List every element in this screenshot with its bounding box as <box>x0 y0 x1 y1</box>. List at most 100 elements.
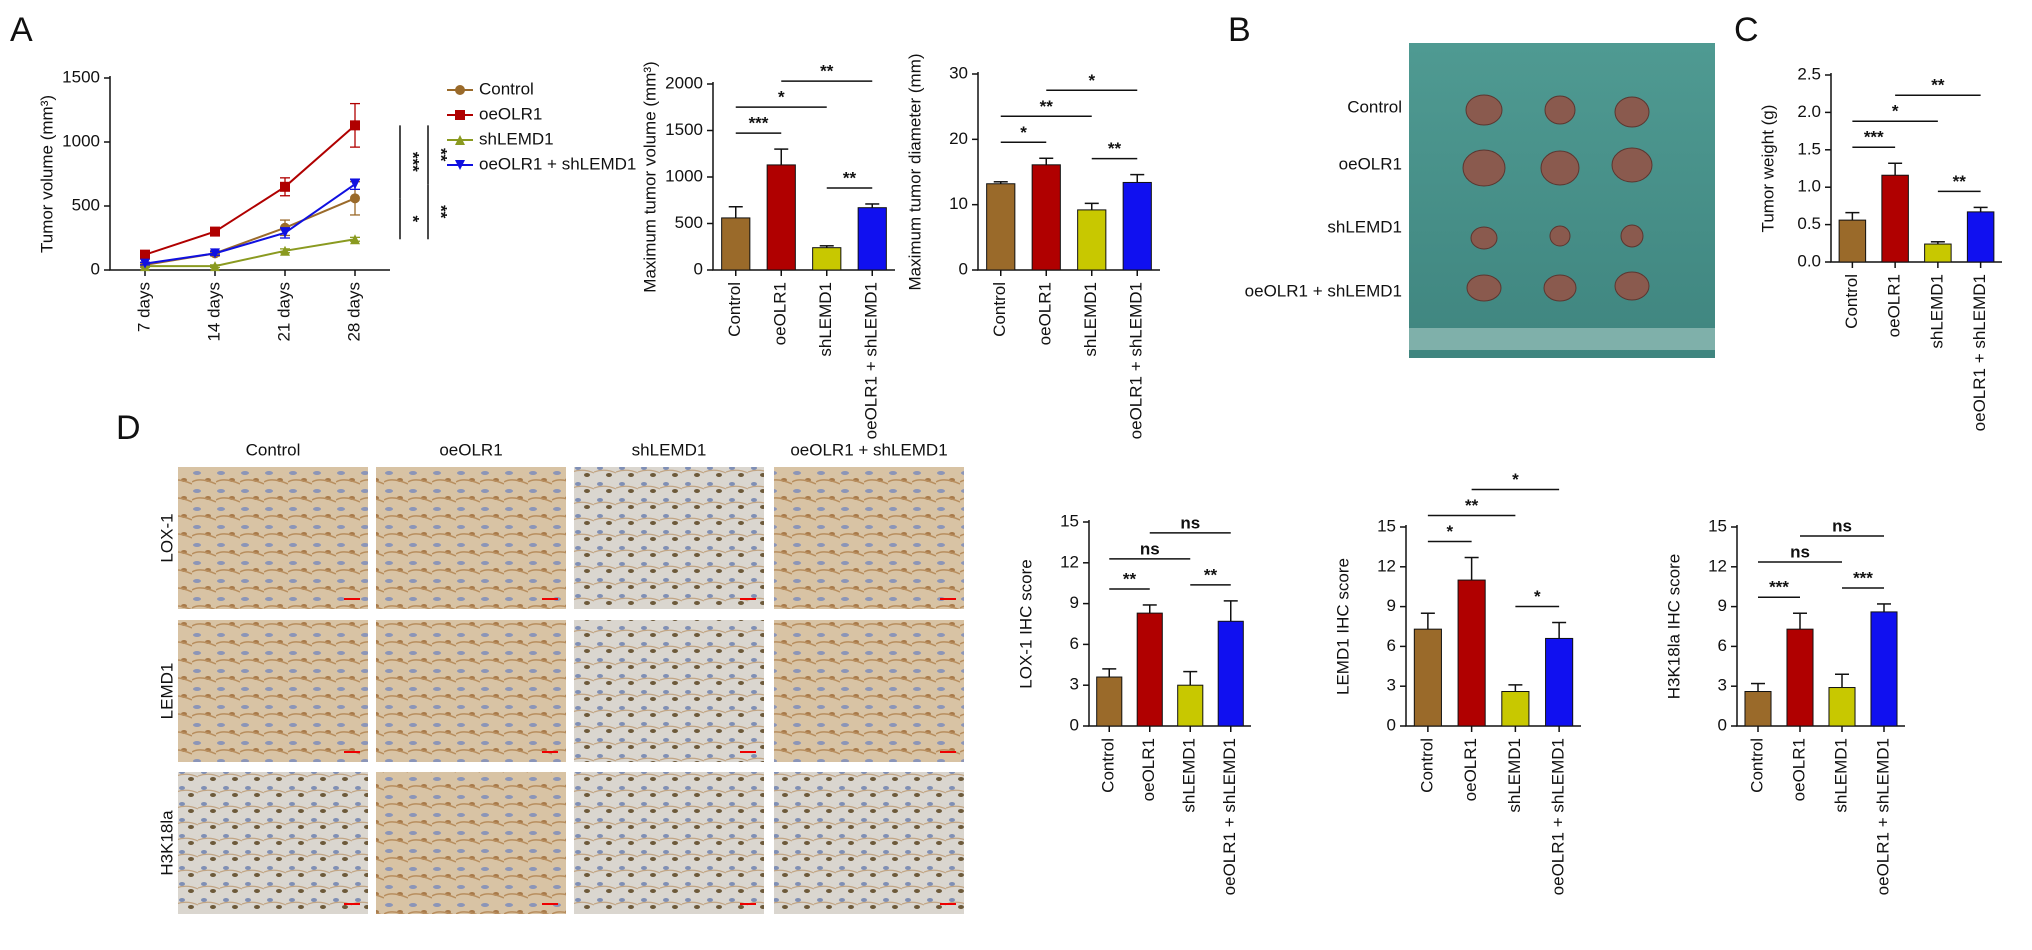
ihc-image <box>574 620 764 762</box>
y-tick-label: 0.0 <box>1797 251 1821 270</box>
y-tick-label: 0 <box>1070 715 1079 734</box>
x-tick-label: oeOLR1 <box>1461 738 1480 801</box>
significance-label: *** <box>1853 568 1873 587</box>
bar <box>1413 628 1442 727</box>
ihc-image <box>376 620 566 762</box>
x-tick-label: oeOLR1 + shLEMD1 <box>1549 738 1568 895</box>
y-tick-label: 15 <box>1708 516 1727 535</box>
y-tick-label: 12 <box>1060 552 1079 571</box>
x-tick-label: oeOLR1 <box>1789 738 1808 801</box>
y-tick-label: 20 <box>949 129 968 148</box>
significance-label: ns <box>1832 516 1852 535</box>
x-tick-label: shLEMD1 <box>1505 738 1524 813</box>
significance-label: ns <box>1790 542 1810 561</box>
significance-label: *** <box>749 114 769 133</box>
point <box>350 193 360 204</box>
y-tick-label: 1500 <box>62 67 100 86</box>
x-tick-label: 21 days <box>274 282 293 342</box>
x-tick-label: oeOLR1 + shLEMD1 <box>1220 738 1239 895</box>
y-tick-label: 15 <box>1377 516 1396 535</box>
y-tick-label: 12 <box>1708 556 1727 575</box>
bar <box>986 183 1016 271</box>
significance-label: *** <box>1769 578 1789 597</box>
y-tick-label: 30 <box>949 63 968 82</box>
bar <box>721 217 751 271</box>
significance-label: ns <box>1140 539 1160 558</box>
significance-label: ** <box>1204 565 1218 584</box>
ihc-row-label: LEMD1 <box>157 663 176 720</box>
y-tick-label: 6 <box>1070 634 1079 653</box>
significance-label: ns <box>1180 513 1200 532</box>
y-tick-label: 0 <box>959 259 968 278</box>
panel-label: C <box>1734 11 1759 49</box>
y-tick-label: 15 <box>1060 511 1079 530</box>
panel-label: A <box>10 11 33 49</box>
significance-label: ** <box>1953 172 1967 191</box>
significance-label: ** <box>1465 496 1479 515</box>
ihc-image <box>178 620 368 762</box>
x-tick-label: oeOLR1 <box>1885 274 1904 337</box>
bar <box>812 247 842 271</box>
y-axis-label: Tumor weight (g) <box>1758 105 1777 233</box>
legend-label: shLEMD1 <box>479 129 554 148</box>
bar <box>1870 611 1898 727</box>
series-line <box>144 124 356 256</box>
bar <box>1177 684 1204 727</box>
legend-label: Control <box>479 79 534 98</box>
significance-label: *** <box>404 152 423 172</box>
ihc-column-label: shLEMD1 <box>632 440 707 459</box>
point <box>280 227 290 238</box>
photo-row-label: oeOLR1 + shLEMD1 <box>1245 281 1402 300</box>
bar <box>1838 219 1867 263</box>
panel-label: D <box>116 409 141 447</box>
y-tick-label: 9 <box>1070 593 1079 612</box>
legend-label: oeOLR1 + shLEMD1 <box>479 154 636 173</box>
significance-label: ** <box>1931 76 1945 95</box>
point <box>350 120 360 131</box>
ihc-row-label: H3K18la <box>157 810 176 876</box>
ihc-image <box>774 467 964 609</box>
bar <box>1545 637 1574 727</box>
ihc-column-label: oeOLR1 + shLEMD1 <box>790 440 947 459</box>
bar <box>1828 687 1856 727</box>
bar <box>1881 174 1909 263</box>
ihc-image <box>376 467 566 609</box>
y-tick-label: 0 <box>1718 715 1727 734</box>
point <box>140 258 150 269</box>
x-tick-label: Control <box>990 282 1009 337</box>
photo-row-label: shLEMD1 <box>1327 217 1402 236</box>
x-tick-label: oeOLR1 <box>1036 282 1055 345</box>
bar <box>766 164 796 271</box>
ihc-image <box>574 772 764 914</box>
significance-label: ** <box>432 205 451 219</box>
x-tick-label: 14 days <box>204 282 223 342</box>
significance-label: * <box>1892 102 1899 121</box>
point <box>210 261 220 272</box>
x-tick-label: shLEMD1 <box>1927 274 1946 349</box>
x-tick-label: oeOLR1 + shLEMD1 <box>862 282 881 439</box>
significance-label: * <box>1088 71 1095 90</box>
x-tick-label: shLEMD1 <box>816 282 835 357</box>
bar <box>1217 620 1244 727</box>
y-tick-label: 10 <box>949 194 968 213</box>
ihc-image <box>774 620 964 762</box>
x-tick-label: 7 days <box>134 282 153 332</box>
ihc-row-label: LOX-1 <box>157 513 176 562</box>
significance-label: *** <box>1864 128 1884 147</box>
x-tick-label: oeOLR1 + shLEMD1 <box>1873 738 1892 895</box>
y-tick-label: 9 <box>1718 596 1727 615</box>
bar <box>1786 628 1814 727</box>
significance-label: * <box>404 215 423 222</box>
y-tick-label: 0.5 <box>1797 214 1821 233</box>
y-axis-label: Maximum tumor volume (mm³) <box>640 61 659 292</box>
point <box>455 160 465 170</box>
y-tick-label: 3 <box>1718 676 1727 695</box>
bar <box>1966 211 1995 263</box>
y-tick-label: 1000 <box>665 166 703 185</box>
bar <box>1457 579 1486 727</box>
x-tick-label: shLEMD1 <box>1831 738 1850 813</box>
y-tick-label: 2.5 <box>1797 64 1821 83</box>
point <box>350 234 360 245</box>
point <box>210 226 220 237</box>
x-tick-label: shLEMD1 <box>1180 738 1199 813</box>
